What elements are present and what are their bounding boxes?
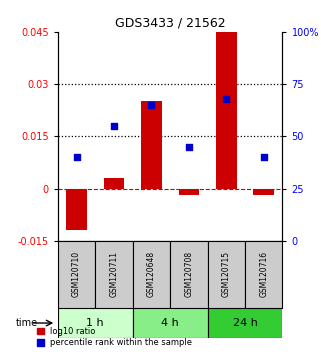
Point (111, 123, 117, 129)
Point (149, 102, 154, 108)
Point (186, 144, 191, 149)
Bar (58, 308, 133, 338)
Text: GSM120710: GSM120710 (72, 251, 81, 297)
Bar (178, 188, 199, 195)
Bar (66, 188, 87, 230)
Text: GSM120716: GSM120716 (259, 251, 268, 297)
Text: GSM120708: GSM120708 (184, 251, 193, 297)
Point (74, 154, 79, 160)
Bar (58, 241, 95, 308)
Point (224, 96, 229, 102)
Text: 4 h: 4 h (161, 318, 179, 328)
Text: 24 h: 24 h (233, 318, 257, 328)
Text: GSM120648: GSM120648 (147, 251, 156, 297)
Text: time: time (16, 318, 38, 328)
Bar (254, 188, 274, 195)
Bar (104, 178, 124, 188)
Bar (170, 241, 208, 308)
Text: GSM120711: GSM120711 (109, 251, 118, 297)
Text: 1 h: 1 h (86, 318, 104, 328)
Point (261, 154, 266, 160)
Bar (141, 102, 162, 188)
Bar (245, 241, 282, 308)
Bar (133, 308, 208, 338)
Bar (133, 241, 170, 308)
Title: GDS3433 / 21562: GDS3433 / 21562 (115, 16, 225, 29)
Legend: log10 ratio, percentile rank within the sample: log10 ratio, percentile rank within the … (36, 326, 193, 348)
Bar (208, 308, 282, 338)
Bar (216, 32, 237, 188)
Text: GSM120715: GSM120715 (222, 251, 231, 297)
Bar (208, 241, 245, 308)
Bar (95, 241, 133, 308)
